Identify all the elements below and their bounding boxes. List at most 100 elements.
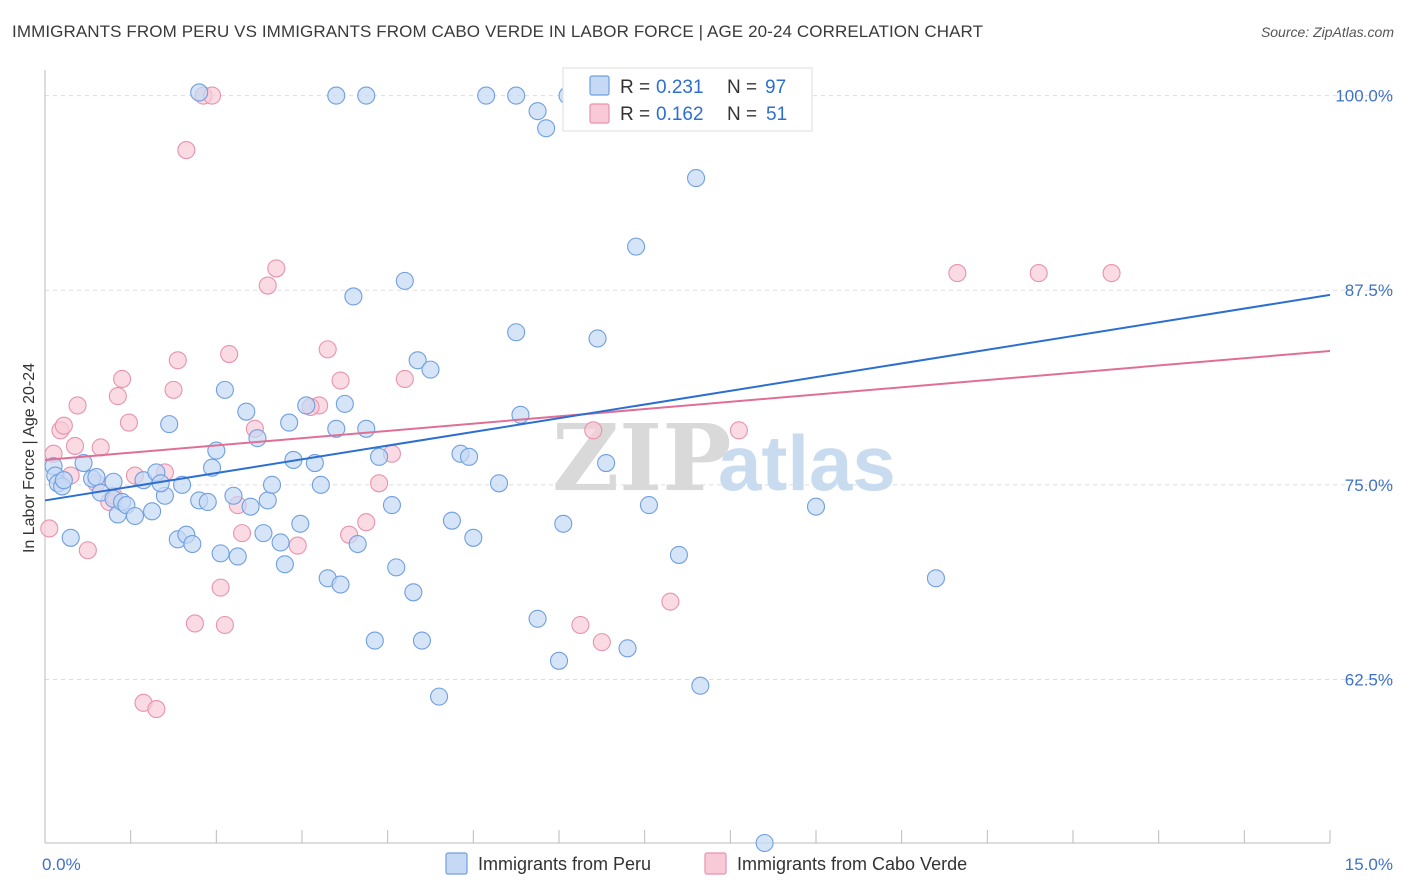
peru-point (143, 502, 162, 521)
chart-title: IMMIGRANTS FROM PERU VS IMMIGRANTS FROM … (12, 22, 984, 41)
cabo-verde-point (370, 474, 389, 493)
peru-point (806, 497, 826, 516)
bottom-legend-swatch-peru (445, 852, 468, 875)
peru-point (365, 631, 384, 650)
peru-point (348, 534, 367, 554)
cabo-verde-point (331, 371, 350, 390)
peru-point (190, 83, 209, 102)
cabo-verde-point (729, 421, 748, 440)
peru-point (537, 119, 556, 138)
peru-point (327, 86, 346, 105)
peru-point (241, 497, 260, 516)
peru-point (639, 496, 659, 515)
cabo-verde-point (211, 578, 230, 597)
cabo-verde-point (113, 369, 132, 389)
chart-source: Source: ZipAtlas.com (1260, 24, 1394, 40)
cabo-verde-point (661, 592, 680, 611)
legend-n-label-peru: N = (727, 77, 757, 98)
legend-r-value-cabo-verde: 0.162 (656, 104, 704, 125)
bottom-legend-label-cabo-verde: Immigrants from Cabo Verde (737, 854, 967, 874)
bottom-legend-label-peru: Immigrants from Peru (478, 854, 651, 874)
peru-point (327, 419, 346, 438)
y-tick-label: 75.0% (1345, 476, 1393, 495)
peru-point (357, 419, 376, 438)
cabo-verde-point (91, 438, 110, 457)
cabo-verde-point (395, 369, 414, 389)
peru-point (691, 676, 710, 695)
y-tick-label: 62.5% (1345, 671, 1393, 690)
peru-point (224, 486, 243, 505)
peru-point (344, 287, 363, 306)
peru-point (254, 524, 273, 543)
cabo-verde-point (267, 259, 286, 278)
cabo-verde-point (1102, 264, 1121, 283)
bottom-legend: Immigrants from Peru Immigrants from Cab… (445, 852, 967, 875)
peru-point (173, 475, 192, 494)
peru-point (395, 271, 414, 290)
peru-point (198, 492, 217, 512)
cabo-verde-point (164, 380, 183, 399)
cabo-verde-trend-line (44, 349, 1331, 461)
peru-point (61, 528, 80, 547)
peru-point (477, 86, 496, 105)
cabo-verde-point (258, 276, 277, 295)
legend-n-value-cabo-verde: 51 (766, 104, 787, 125)
cabo-verde-point (40, 519, 59, 538)
y-tick-labels: 62.5% 75.0% 87.5% 100.0% (1335, 87, 1393, 690)
peru-point (489, 474, 509, 493)
legend-swatch-peru (589, 75, 610, 96)
gridlines (45, 95, 1393, 680)
trend-lines (44, 293, 1331, 502)
peru-point (262, 475, 282, 494)
cabo-verde-point (288, 536, 307, 555)
peru-point (258, 491, 277, 510)
legend-r-label-peru: R = (620, 77, 650, 98)
cabo-verde-point (185, 614, 204, 633)
peru-point (669, 545, 688, 564)
peru-point (528, 609, 547, 628)
series-peru-points (44, 83, 945, 853)
peru-point (228, 547, 247, 566)
peru-point (507, 323, 526, 342)
peru-point (507, 86, 526, 105)
series-cabo-verde-points (40, 86, 1121, 719)
cabo-verde-point (948, 264, 967, 283)
peru-point (160, 415, 179, 434)
cabo-verde-point (119, 413, 139, 432)
cabo-verde-point (177, 141, 196, 160)
cabo-verde-point (215, 615, 234, 635)
cabo-verde-point (571, 615, 590, 635)
cabo-verde-point (1029, 264, 1048, 283)
y-axis-title: In Labor Force | Age 20-24 (21, 363, 38, 553)
peru-point (183, 534, 202, 554)
peru-point (408, 351, 427, 370)
peru-point (687, 169, 706, 188)
x-tick-label-min: 0.0% (42, 855, 81, 874)
watermark-zip: ZIP (552, 404, 731, 512)
cabo-verde-point (220, 345, 239, 364)
peru-point (618, 639, 637, 658)
peru-point (87, 468, 106, 487)
cabo-verde-point (584, 421, 603, 440)
peru-point (331, 575, 350, 594)
peru-point (597, 454, 616, 473)
peru-point (311, 475, 330, 494)
peru-point (74, 454, 93, 473)
peru-point (291, 514, 310, 533)
cabo-verde-point (232, 524, 252, 543)
legend-swatch-cabo-verde (589, 103, 610, 124)
cabo-verde-point (318, 340, 337, 359)
cabo-verde-point (54, 416, 73, 435)
cabo-verde-point (592, 633, 611, 652)
cabo-verde-point (65, 436, 85, 455)
peru-trend-line (44, 293, 1331, 502)
peru-point (387, 558, 406, 577)
peru-point (203, 458, 222, 477)
peru-point (215, 380, 234, 399)
peru-point (357, 86, 376, 105)
peru-point (528, 102, 547, 121)
cabo-verde-point (78, 541, 97, 560)
bottom-legend-swatch-cabo-verde (704, 852, 727, 875)
legend-n-label-cabo-verde: N = (727, 104, 757, 125)
